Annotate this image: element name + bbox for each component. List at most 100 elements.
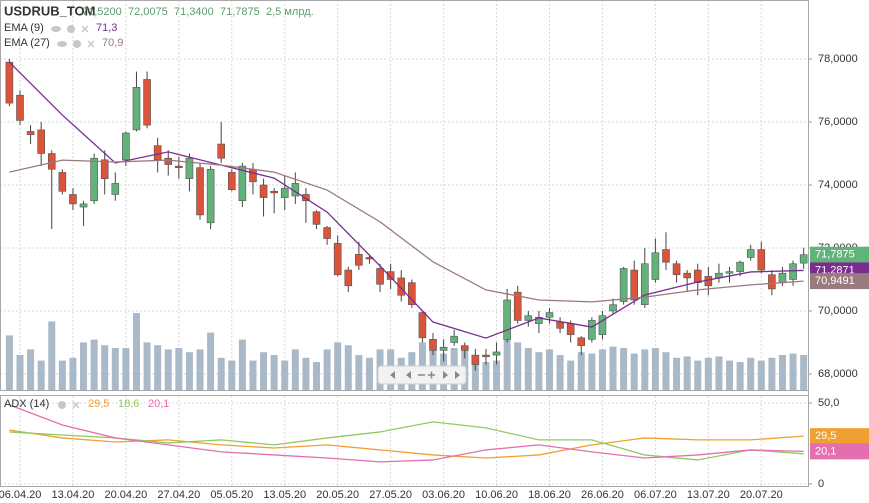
- volume-bar: [291, 349, 299, 390]
- volume-bar: [101, 345, 109, 390]
- candle-body: [259, 184, 268, 198]
- candle-body: [418, 312, 427, 339]
- high-label: 72,0075: [128, 6, 168, 18]
- volume-bar: [514, 342, 522, 390]
- x-tick-label: 13.07.20: [687, 489, 730, 501]
- volume-bar: [556, 355, 564, 390]
- volume-bar: [471, 360, 479, 390]
- volume-bar: [69, 357, 77, 390]
- indicator-line: [9, 404, 804, 463]
- candle-body: [429, 339, 437, 351]
- candle-body: [5, 61, 14, 104]
- price-badge: [810, 246, 869, 263]
- eye-icon[interactable]: [57, 41, 67, 47]
- candle-body: [640, 263, 649, 305]
- volume-bar: [704, 357, 712, 390]
- volume-bar: [715, 356, 723, 390]
- volume-bar: [757, 360, 765, 390]
- candle-body: [196, 167, 204, 216]
- adx-value: 29,5: [88, 398, 109, 410]
- x-tick-label: 18.06.20: [528, 489, 571, 501]
- volume-bar: [111, 348, 119, 390]
- candle-body: [249, 168, 257, 183]
- volume-bar: [567, 360, 575, 390]
- candle-body: [693, 269, 702, 283]
- labels: USDRUB_TOM 71,5200 72,0075 71,3400 71,78…: [4, 3, 314, 409]
- scroll-left[interactable]: [390, 371, 395, 379]
- candle-body: [408, 282, 416, 305]
- candle-body: [79, 203, 88, 208]
- close-icon[interactable]: [81, 25, 89, 33]
- candle-body: [439, 346, 448, 351]
- candle-body: [492, 351, 501, 356]
- candle-body: [778, 272, 787, 283]
- volume-label: 2,5 млрд.: [266, 6, 314, 18]
- candle-body: [132, 87, 141, 131]
- candle-body: [460, 345, 469, 351]
- close-icon[interactable]: [72, 401, 80, 409]
- candle-body: [185, 157, 194, 179]
- volume-bar: [768, 357, 776, 390]
- volume-bar: [535, 352, 543, 390]
- close-icon[interactable]: [87, 40, 95, 48]
- candle-body: [100, 159, 109, 179]
- gear-icon[interactable]: [58, 401, 66, 409]
- eye-icon[interactable]: [51, 26, 61, 32]
- candle-body: [111, 183, 120, 195]
- candle-body: [789, 263, 797, 280]
- legend-icons: [51, 25, 95, 409]
- candle-body: [270, 190, 278, 194]
- y-tick-label: 68,0000: [818, 368, 858, 380]
- y-tick-label: 76,0000: [818, 116, 858, 128]
- volume-bar: [482, 362, 490, 390]
- volume-bar: [238, 339, 246, 390]
- gear-icon[interactable]: [67, 25, 75, 33]
- candle-body: [386, 271, 395, 280]
- scroll-right[interactable]: [455, 371, 460, 379]
- volume-bar: [577, 352, 585, 390]
- close-label: 71,7875: [220, 6, 260, 18]
- candle-body: [376, 268, 384, 285]
- gear-icon[interactable]: [73, 40, 81, 48]
- ema27-name: EMA (27): [4, 37, 50, 49]
- symbol: USDRUB_TOM: [4, 3, 96, 18]
- volume-bar: [164, 349, 172, 390]
- volume-bar: [503, 300, 511, 390]
- value-badge: [810, 443, 869, 460]
- volume-bar: [598, 349, 606, 390]
- candle-body: [736, 261, 744, 272]
- x-tick-label: 27.05.20: [369, 489, 412, 501]
- candle-body: [280, 187, 289, 198]
- candle-body: [471, 354, 480, 365]
- volume-bar: [334, 342, 342, 390]
- candle-body: [545, 312, 554, 318]
- value-badge: [810, 428, 869, 445]
- candle-body: [746, 249, 755, 258]
- candle-body: [725, 271, 734, 274]
- candle-body: [397, 277, 406, 296]
- candle-body: [566, 323, 575, 335]
- volume-bar: [641, 349, 649, 390]
- x-tick-label: 20.04.20: [104, 489, 147, 501]
- candle-body: [450, 335, 458, 343]
- volume-bar: [524, 348, 532, 390]
- zoom-in[interactable]: [428, 371, 435, 379]
- x-tick-label: 27.04.20: [157, 489, 200, 501]
- price-badge-label: 71,7875: [815, 249, 855, 261]
- step-left[interactable]: [406, 371, 411, 379]
- volume-bar: [185, 352, 193, 390]
- volume-bar: [323, 349, 331, 390]
- volume-bar: [545, 349, 553, 390]
- y-tick-label: 78,0000: [818, 53, 858, 65]
- volume-bar: [651, 348, 659, 390]
- step-right[interactable]: [443, 371, 448, 379]
- candle-body: [768, 274, 776, 290]
- indicator-line: [9, 421, 804, 461]
- volume-bar: [175, 348, 183, 390]
- volume-bar: [778, 355, 786, 390]
- candle-body: [206, 168, 215, 224]
- value-badge-label: 29,5: [815, 430, 836, 442]
- candle-body: [588, 320, 596, 340]
- x-tick-label: 26.06.20: [581, 489, 624, 501]
- x-tick-label: 03.06.20: [422, 489, 465, 501]
